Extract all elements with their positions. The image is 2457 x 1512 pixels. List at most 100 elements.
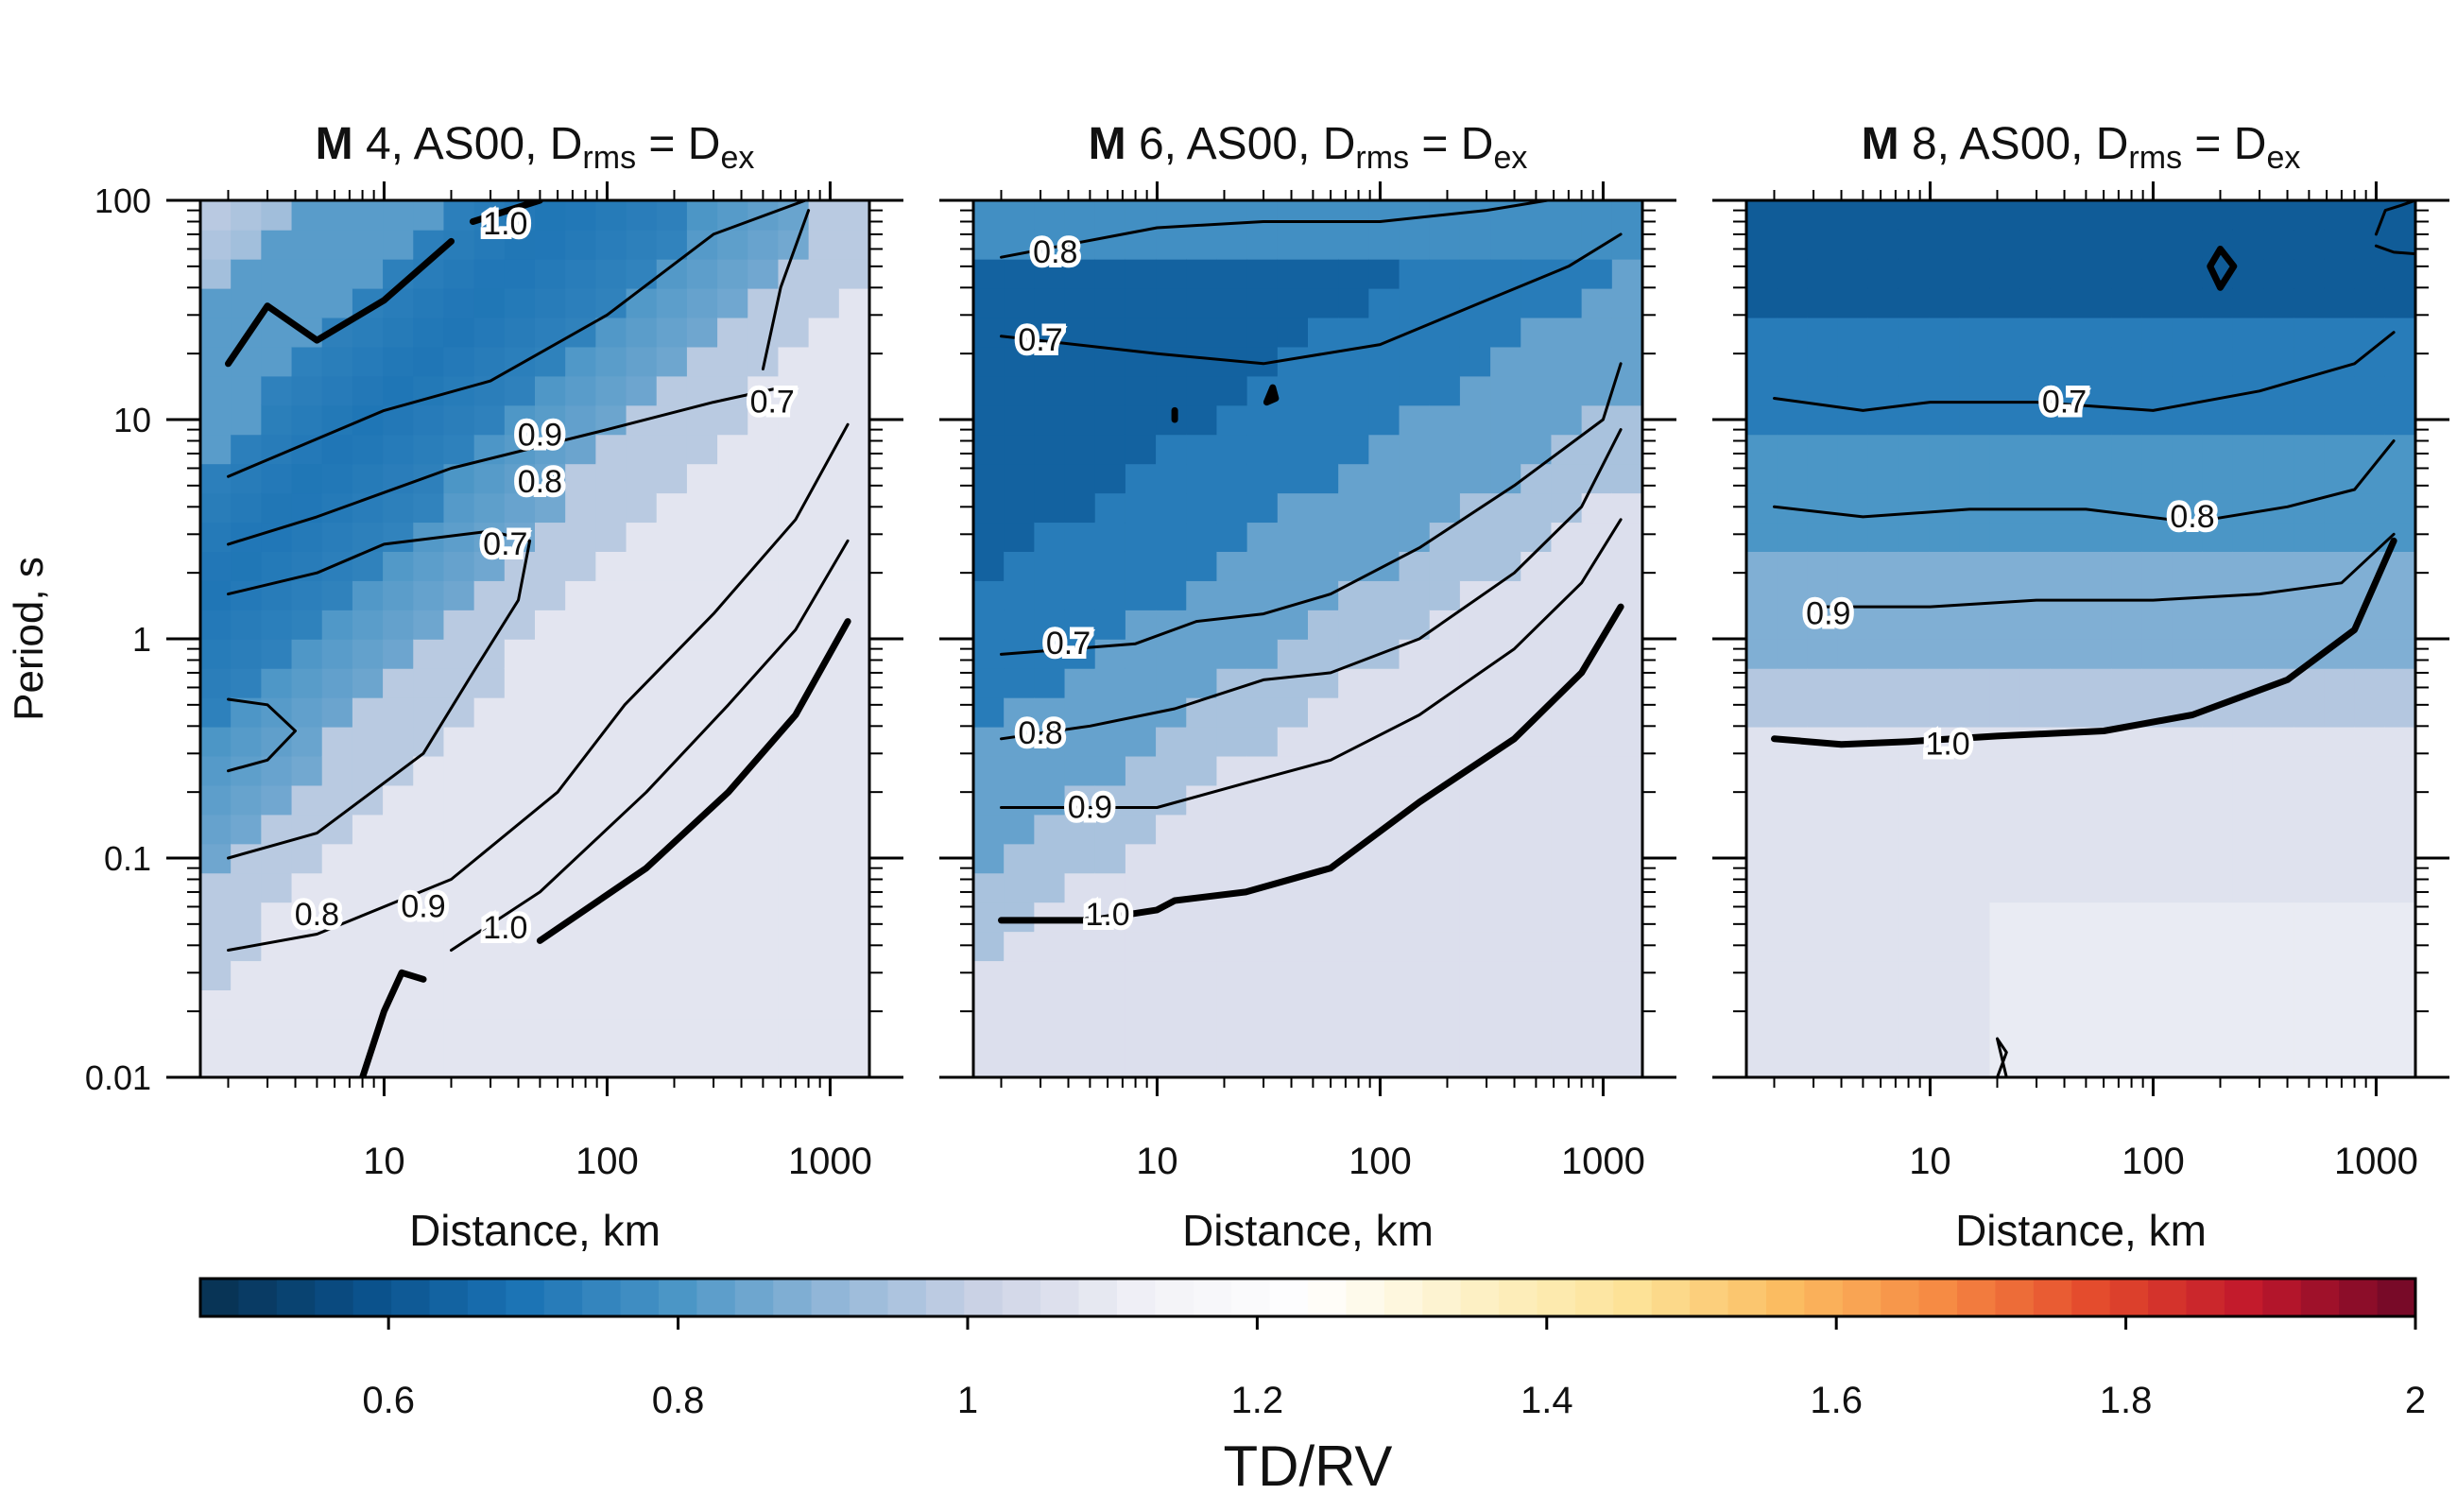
heat-cell — [2081, 814, 2112, 845]
heat-cell — [1094, 200, 1126, 231]
heat-cell — [1989, 902, 2021, 933]
heat-cell — [1867, 317, 1899, 348]
heat-cell — [352, 814, 384, 845]
panel-title: M 6, AS00, Drms = Dex — [1089, 119, 1528, 176]
heat-cell — [261, 375, 293, 406]
heat-cell — [1898, 784, 1930, 816]
heat-cell — [1746, 931, 1778, 962]
heat-cell — [973, 551, 1005, 581]
heat-cell — [2202, 784, 2234, 816]
heat-cell — [1837, 755, 1869, 786]
heat-cell — [1746, 492, 1778, 524]
heat-cell — [1777, 229, 1809, 260]
heat-cell — [1399, 960, 1431, 990]
heat-cell — [1034, 287, 1066, 318]
heat-cell — [1867, 902, 1899, 933]
heat-cell — [656, 726, 688, 757]
heat-cell — [1837, 200, 1869, 231]
heat-cell — [1156, 404, 1188, 436]
heat-cell — [2050, 346, 2082, 377]
heat-cell — [1551, 726, 1583, 757]
heat-cell — [261, 551, 293, 581]
heat-cell — [717, 287, 749, 318]
heat-cell — [2202, 667, 2234, 698]
heat-cell — [2111, 346, 2143, 377]
heat-cell — [808, 872, 840, 903]
heat-cell — [778, 404, 810, 436]
heat-cell — [686, 902, 718, 933]
heat-cell — [2263, 696, 2295, 728]
heat-cell — [1004, 317, 1036, 348]
heat-cell — [1368, 463, 1400, 494]
colorbar-tick-label: 1 — [957, 1380, 978, 1421]
heat-cell — [2384, 1019, 2415, 1049]
heat-cell — [1807, 580, 1839, 610]
heat-cell — [808, 287, 840, 318]
heat-cell — [778, 902, 810, 933]
colorbar-swatch — [1537, 1279, 1576, 1316]
heat-cell — [2232, 610, 2264, 640]
heat-cell — [443, 814, 475, 845]
heat-cell — [2294, 784, 2326, 816]
heat-cell — [778, 287, 810, 318]
contour-0.7 — [227, 529, 532, 860]
heat-cell — [1064, 667, 1096, 698]
colorbar-swatch — [1383, 1279, 1423, 1316]
heat-cell — [1429, 463, 1461, 494]
heat-cell — [231, 522, 263, 552]
heat-cell — [1746, 375, 1778, 406]
heat-cell — [291, 843, 323, 874]
heat-cell — [2232, 814, 2264, 845]
heat-cell — [1746, 902, 1778, 933]
heat-cell — [1989, 463, 2021, 494]
heat-cell — [656, 960, 688, 990]
heat-cell — [1807, 1048, 1839, 1077]
heat-cell — [626, 902, 658, 933]
heat-cell — [1807, 346, 1839, 377]
heat-cell — [1959, 463, 1991, 494]
heat-cell — [1837, 1048, 1869, 1077]
heat-cell — [1929, 258, 1961, 289]
heat-cell — [717, 902, 749, 933]
heat-cell — [1746, 872, 1778, 903]
heat-cell — [1490, 902, 1522, 933]
heat-cell — [565, 404, 597, 436]
heat-cell — [656, 200, 688, 231]
heat-cell — [2111, 1019, 2143, 1049]
heat-cell — [717, 346, 749, 377]
heat-cell — [1186, 1048, 1218, 1077]
heat-cell — [1246, 639, 1279, 669]
heat-cell — [1277, 902, 1309, 933]
heat-cell — [261, 784, 293, 816]
heat-cell — [2294, 258, 2326, 289]
heat-cell — [565, 667, 597, 698]
heat-cell — [1867, 696, 1899, 728]
heat-cell — [1429, 696, 1461, 728]
heat-cell — [2384, 960, 2415, 990]
heat-cell — [2172, 258, 2204, 289]
heat-cell — [2172, 346, 2204, 377]
heat-cell — [1246, 551, 1279, 581]
heat-cell — [1064, 960, 1096, 990]
colorbar-swatch — [1574, 1279, 1614, 1316]
heat-cell — [1959, 639, 1991, 669]
heat-cell — [2141, 522, 2174, 552]
heat-cell — [1004, 610, 1036, 640]
heat-cell — [1338, 463, 1370, 494]
heat-cell — [2294, 229, 2326, 260]
heat-cell — [2111, 755, 2143, 786]
heat-cell — [1459, 931, 1491, 962]
heat-cell — [1490, 872, 1522, 903]
heat-cell — [1459, 814, 1491, 845]
heat-cell — [291, 492, 323, 524]
heat-cell — [1898, 551, 1930, 581]
heat-cell — [808, 229, 840, 260]
heat-cell — [1746, 960, 1778, 990]
contour-label: 1.0 — [1085, 897, 1129, 933]
heat-cell — [2384, 346, 2415, 377]
heat-cell — [656, 989, 688, 1020]
heat-cell — [2111, 784, 2143, 816]
heat-cell — [1746, 610, 1778, 640]
heat-cell — [1094, 1048, 1126, 1077]
heat-cell — [473, 258, 506, 289]
